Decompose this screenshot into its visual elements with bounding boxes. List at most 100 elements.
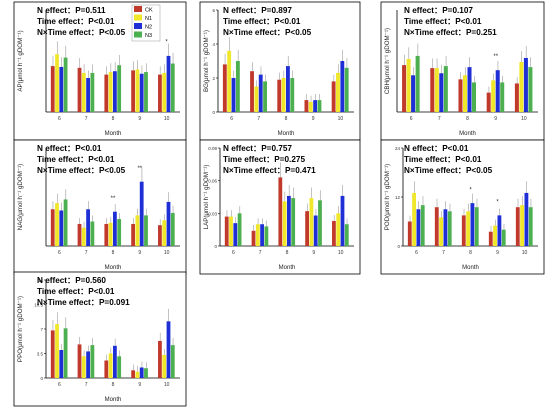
- bar-ck-9: [131, 70, 136, 112]
- stat-line: Time effect：P<0.01: [37, 17, 115, 26]
- bar-ck-6: [222, 64, 227, 112]
- bar-n2-10: [340, 61, 345, 112]
- bar-n2-7: [260, 224, 264, 246]
- bar-n3-10: [344, 67, 349, 112]
- bar-n3-6: [63, 199, 68, 246]
- bar-n3-7: [90, 221, 95, 246]
- bar-n1-8: [108, 353, 113, 378]
- bar-n1-10: [336, 72, 340, 112]
- panel-ppo: 0 3.5 7 10.5 14 PPO(μmol h⁻¹ gDOM⁻¹) Month 6 7 8 9…: [13, 271, 187, 407]
- bar-n2-8: [113, 211, 117, 246]
- bar-ck-7: [250, 71, 254, 112]
- bar-n2-6: [416, 209, 421, 246]
- stat-line: N×Time effect：P=0.471: [223, 166, 316, 175]
- bar-ck-7: [77, 344, 82, 378]
- bar-n2-6: [59, 66, 64, 112]
- stat-line: N×Time effect：P=0.251: [404, 28, 497, 37]
- bar-n3-6: [63, 328, 68, 378]
- stat-line: N effect：P=0.511: [37, 6, 106, 15]
- significance-mark: *: [496, 200, 499, 206]
- bar-n1-10: [336, 213, 341, 246]
- bar-n3-6: [63, 57, 68, 112]
- bar-n1-9: [135, 69, 140, 112]
- bar-ck-7: [251, 230, 256, 246]
- bar-n1-7: [434, 68, 439, 112]
- bar-n1-7: [81, 72, 86, 112]
- bar-n2-10: [340, 195, 345, 246]
- significance-mark: *: [165, 40, 168, 46]
- x-axis-label: Month: [462, 265, 479, 271]
- bar-n2-7: [258, 74, 263, 112]
- bar-n1-9: [135, 215, 140, 246]
- x-tick-label: 8: [466, 116, 469, 122]
- stat-line: N effect：P=0.897: [223, 6, 292, 15]
- x-tick-label: 10: [164, 250, 170, 256]
- stat-line: Time effect：P<0.01: [404, 17, 482, 26]
- bar-ck-7: [430, 68, 435, 112]
- y-axis-label: AP(μmol h⁻¹ gDOM⁻¹): [17, 30, 24, 91]
- y-tick-label: 2: [212, 76, 215, 81]
- bar-n3-7: [443, 66, 448, 112]
- x-axis-label: Month: [105, 131, 122, 137]
- significance-mark: **: [111, 196, 116, 202]
- x-tick-label: 8: [112, 250, 115, 256]
- bar-n2-9: [497, 215, 502, 246]
- bar-ck-9: [486, 92, 491, 112]
- y-tick-label: 14: [38, 278, 44, 283]
- bar-n1-9: [493, 225, 497, 246]
- y-tick-label: 24: [395, 146, 401, 151]
- bar-n1-10: [162, 354, 167, 378]
- panel-pod: 0 12 24 POD(μmol h⁻¹ gDOM⁻¹) Month 6 7 8 9 10 * * N …: [380, 139, 545, 275]
- bar-n3-10: [528, 207, 533, 246]
- panel-bg: 0 2 4 6 BG(μmol h⁻¹ gDOM⁻¹) Month 6 7 8 9 10 N effe…: [199, 1, 361, 141]
- bar-n3-9: [318, 200, 322, 246]
- bar-n1-8: [108, 222, 113, 246]
- bar-ck-10: [514, 83, 519, 112]
- bar-n2-8: [113, 345, 117, 378]
- significance-mark: **: [493, 54, 498, 60]
- bar-n1-10: [519, 62, 524, 112]
- bar-n3-7: [90, 72, 95, 112]
- bar-n2-9: [313, 215, 318, 246]
- bar-ck-6: [50, 66, 55, 112]
- bar-ck-8: [278, 177, 283, 246]
- stat-line: N×Time effect：P<0.05: [37, 28, 126, 37]
- stat-line: Time effect：P<0.01: [404, 155, 482, 164]
- x-tick-label: 8: [286, 250, 289, 256]
- bar-n1-6: [227, 50, 232, 112]
- bar-ck-6: [402, 65, 407, 112]
- bar-n3-8: [474, 207, 479, 246]
- y-tick-label: 0.03: [208, 211, 217, 216]
- bar-ck-9: [131, 370, 136, 378]
- x-tick-label: 6: [58, 250, 61, 256]
- x-tick-label: 6: [230, 116, 233, 122]
- bar-ck-8: [104, 360, 109, 378]
- stat-line: N×Time effect：P<0.05: [404, 166, 493, 175]
- bar-n1-6: [55, 324, 59, 378]
- x-axis-label: Month: [459, 131, 476, 137]
- x-tick-label: 6: [232, 250, 235, 256]
- y-tick-label: 12: [395, 195, 401, 200]
- bar-n2-10: [523, 57, 528, 112]
- bar-n1-7: [81, 227, 86, 246]
- panel-nag: NAG(μmol h⁻¹ gDOM⁻¹) Month 6 7 8 9 10 ** ** N eff…: [13, 139, 187, 275]
- x-tick-label: 8: [112, 382, 115, 388]
- stat-line: N×Time effect：P<0.05: [37, 166, 126, 175]
- bar-ck-8: [458, 79, 463, 112]
- x-tick-label: 9: [494, 116, 497, 122]
- x-axis-label: Month: [105, 397, 122, 403]
- bar-n3-7: [447, 211, 452, 246]
- bar-n3-10: [170, 63, 175, 112]
- stat-line: Time effect：P<0.01: [37, 155, 115, 164]
- x-tick-label: 10: [338, 116, 344, 122]
- x-tick-label: 7: [257, 116, 260, 122]
- bar-ck-6: [224, 216, 229, 246]
- bar-ck-9: [305, 211, 310, 246]
- bar-n2-6: [59, 350, 64, 378]
- bar-n2-6: [59, 210, 64, 246]
- bar-n1-9: [308, 101, 313, 112]
- bar-n2-9: [139, 181, 144, 246]
- bar-ck-8: [277, 79, 282, 112]
- bar-n1-8: [466, 211, 470, 246]
- bar-n1-7: [439, 217, 443, 246]
